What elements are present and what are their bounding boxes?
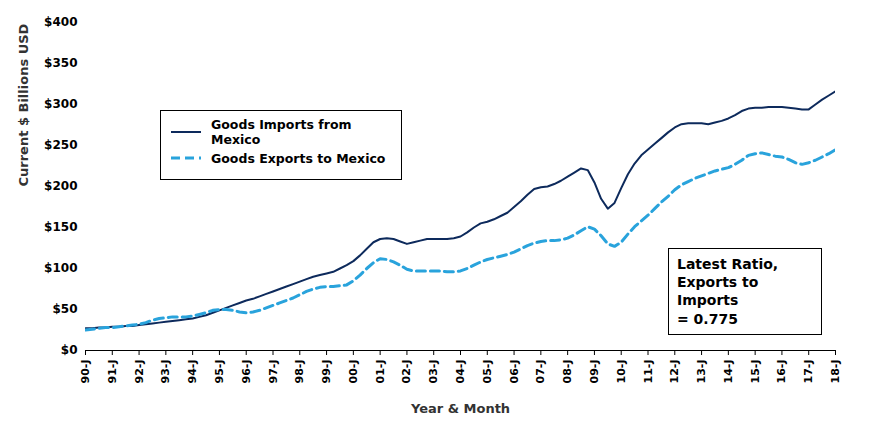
svg-text:95-J: 95-J — [213, 360, 226, 384]
svg-text:90-J: 90-J — [79, 360, 92, 384]
svg-text:Year & Month: Year & Month — [410, 401, 510, 416]
svg-text:12-J: 12-J — [668, 360, 681, 384]
svg-text:97-J: 97-J — [267, 360, 280, 384]
svg-text:$0: $0 — [61, 343, 78, 357]
html-text:Goods Imports from Mexico: Goods Imports from Mexico — [211, 117, 352, 147]
html-text:Goods Exports to Mexico: Goods Exports to Mexico — [211, 150, 386, 166]
svg-text:16-J: 16-J — [775, 360, 788, 384]
svg-text:$200: $200 — [44, 179, 77, 193]
svg-text:96-J: 96-J — [240, 360, 253, 384]
svg-text:$400: $400 — [44, 15, 77, 29]
svg-text:$250: $250 — [44, 138, 77, 152]
svg-text:98-J: 98-J — [293, 360, 306, 384]
svg-text:15-J: 15-J — [749, 360, 762, 384]
svg-text:Current $ Billions USD: Current $ Billions USD — [16, 23, 31, 186]
svg-text:$150: $150 — [44, 220, 77, 234]
svg-text:92-J: 92-J — [133, 360, 146, 384]
svg-text:08-J: 08-J — [561, 360, 574, 384]
svg-text:$300: $300 — [44, 97, 77, 111]
svg-text:91-J: 91-J — [106, 360, 119, 384]
svg-text:$100: $100 — [44, 261, 77, 275]
svg-text:00-J: 00-J — [347, 360, 360, 384]
svg-text:$350: $350 — [44, 56, 77, 70]
svg-text:11-J: 11-J — [642, 360, 655, 384]
svg-text:06-J: 06-J — [508, 360, 521, 384]
svg-text:07-J: 07-J — [534, 360, 547, 384]
svg-text:09-J: 09-J — [588, 360, 601, 384]
svg-text:05-J: 05-J — [481, 360, 494, 384]
svg-text:10-J: 10-J — [615, 360, 628, 384]
svg-text:13-J: 13-J — [695, 360, 708, 384]
svg-text:18-J: 18-J — [829, 360, 842, 384]
html-text:Latest Ratio, Exports to Impor: Latest Ratio, Exports to Imports = 0.775 — [677, 256, 779, 327]
svg-text:99-J: 99-J — [320, 360, 333, 384]
svg-text:$50: $50 — [52, 302, 77, 316]
svg-text:02-J: 02-J — [400, 360, 413, 384]
svg-text:93-J: 93-J — [159, 360, 172, 384]
svg-text:17-J: 17-J — [802, 360, 815, 384]
svg-text:03-J: 03-J — [427, 360, 440, 384]
svg-text:14-J: 14-J — [722, 360, 735, 384]
svg-text:04-J: 04-J — [454, 360, 467, 384]
svg-text:94-J: 94-J — [186, 360, 199, 384]
svg-text:01-J: 01-J — [374, 360, 387, 384]
